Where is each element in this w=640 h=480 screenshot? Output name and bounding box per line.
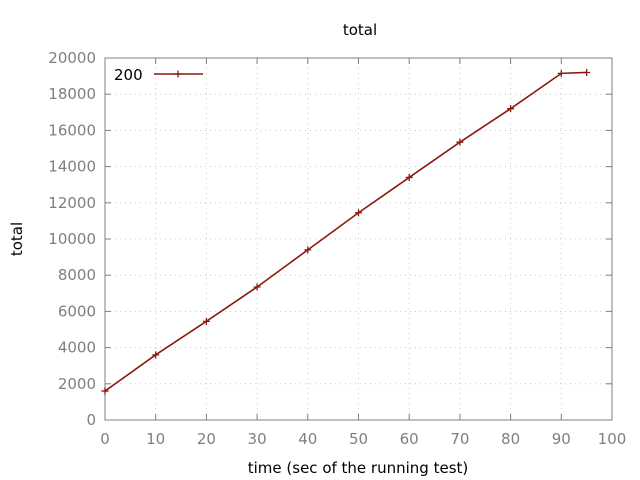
- x-tick-label: 80: [501, 430, 520, 448]
- data-point: [456, 138, 464, 146]
- x-axis-title: time (sec of the running test): [248, 459, 469, 477]
- data-point: [202, 317, 210, 325]
- data-point: [304, 246, 312, 254]
- x-tick-label: 70: [450, 430, 469, 448]
- data-point: [507, 105, 515, 113]
- data-point: [253, 283, 261, 291]
- grid: [105, 58, 612, 420]
- x-tick-label: 10: [146, 430, 165, 448]
- y-tick-label: 16000: [48, 121, 96, 139]
- data-point: [557, 69, 565, 77]
- x-tick-label: 20: [197, 430, 216, 448]
- series-line: [104, 71, 587, 392]
- x-tick-label: 30: [248, 430, 267, 448]
- y-axis-title: total: [8, 222, 26, 256]
- x-tick-label: 60: [400, 430, 419, 448]
- legend-marker: [174, 70, 182, 78]
- y-tick-label: 18000: [48, 85, 96, 103]
- y-tick-label: 2000: [58, 375, 96, 393]
- y-tick-label: 4000: [58, 339, 96, 357]
- x-tick-label: 0: [100, 430, 110, 448]
- y-tick-label: 12000: [48, 194, 96, 212]
- y-axis: 0 2000 4000 6000 8000 10000 12000 14000 16000 180…: [48, 49, 612, 429]
- y-tick-label: 14000: [48, 158, 96, 176]
- x-axis: 0 10 20 30 40 50 60 70 80 90 100: [100, 58, 626, 448]
- chart-title: total: [343, 21, 377, 39]
- y-tick-label: 8000: [58, 266, 96, 284]
- data-point: [355, 209, 362, 217]
- y-tick-label: 0: [86, 411, 96, 429]
- legend: 200: [114, 66, 203, 84]
- data-point: [405, 173, 413, 181]
- data-point: [101, 387, 109, 395]
- x-tick-label: 100: [598, 430, 627, 448]
- x-tick-label: 40: [298, 430, 317, 448]
- y-tick-label: 6000: [58, 302, 96, 320]
- data-point: [152, 351, 160, 359]
- legend-label: 200: [114, 66, 143, 84]
- y-tick-label: 20000: [48, 49, 96, 67]
- y-tick-label: 10000: [48, 230, 96, 248]
- data-point: [583, 68, 591, 76]
- series-group: [101, 68, 591, 395]
- x-tick-label: 90: [552, 430, 571, 448]
- x-tick-label: 50: [349, 430, 368, 448]
